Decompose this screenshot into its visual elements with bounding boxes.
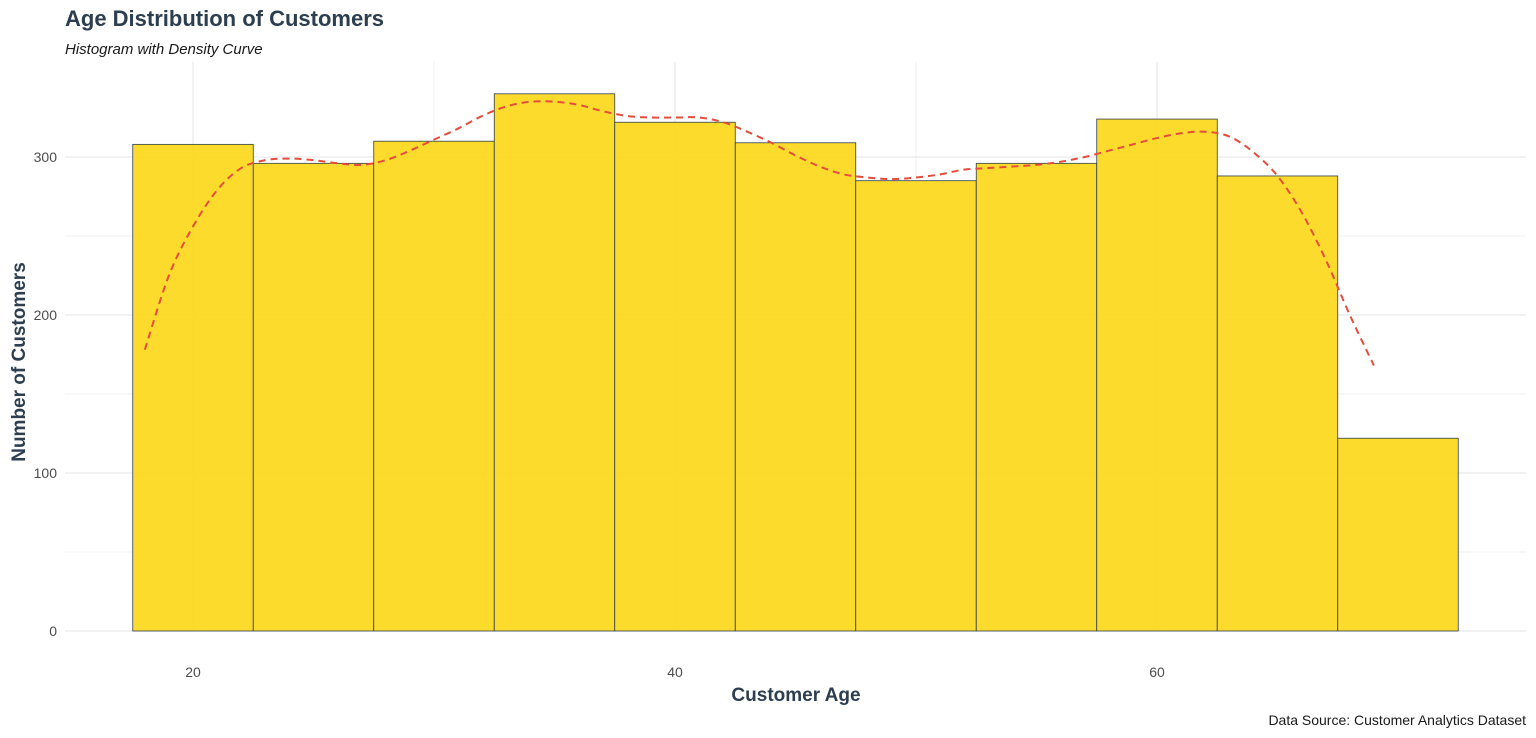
y-tick-label: 300: [34, 149, 58, 165]
histogram-bar: [493, 93, 616, 632]
histogram-bar: [614, 121, 736, 632]
histogram-bar: [373, 140, 495, 632]
histogram-bar: [734, 142, 857, 632]
density-curve-line: [143, 100, 1375, 366]
x-tick-label: 40: [667, 664, 683, 680]
histogram-bar: [855, 180, 977, 632]
histogram-bar: [975, 162, 1098, 632]
chart-subtitle: Histogram with Density Curve: [65, 41, 263, 58]
density-curve-layer: [143, 100, 1375, 366]
x-tick-label: 60: [1149, 664, 1165, 680]
histogram-bars: [132, 93, 1459, 632]
y-tick-label: 0: [49, 623, 57, 639]
x-axis-title: Customer Age: [731, 685, 860, 706]
y-tick-label: 200: [34, 307, 58, 323]
axis-tick-labels: 0 100 200 300 20 40 60: [34, 149, 1165, 680]
data-source-caption: Data Source: Customer Analytics Dataset: [1268, 712, 1526, 728]
x-tick-label: 20: [185, 664, 201, 680]
histogram-bar: [1096, 118, 1218, 632]
histogram-bar: [1216, 175, 1339, 632]
histogram-bar: [132, 143, 254, 632]
chart-title: Age Distribution of Customers: [65, 6, 385, 31]
histogram-bar: [252, 162, 375, 632]
y-tick-label: 100: [34, 465, 58, 481]
histogram-bar: [1337, 437, 1459, 632]
y-axis-title: Number of Customers: [9, 262, 30, 462]
